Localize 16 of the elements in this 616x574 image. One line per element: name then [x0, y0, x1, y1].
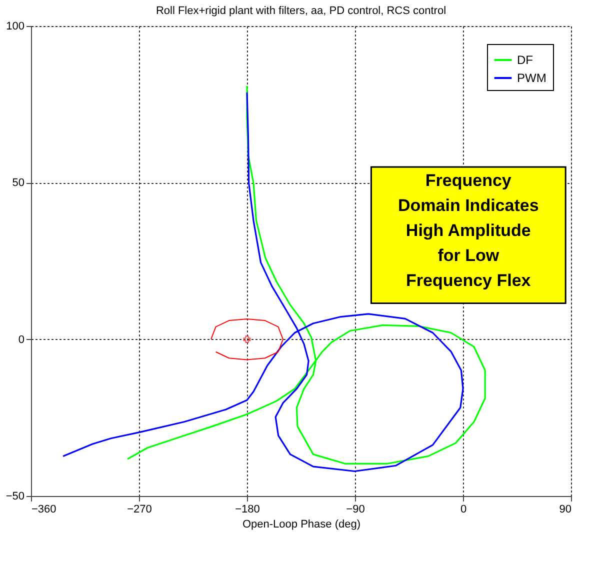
x-tick-label: −360 [32, 504, 56, 516]
y-tick-label: −50 [6, 490, 24, 502]
x-tick-label: −90 [346, 504, 365, 516]
y-tick-label: 100 [6, 20, 24, 32]
x-axis-title: Open-Loop Phase (deg) [242, 518, 361, 530]
x-tick-label: 90 [559, 504, 572, 516]
chart-title: Roll Flex+rigid plant with filters, aa, PD control, RCS control [156, 5, 446, 17]
legend-label: DF [517, 53, 533, 67]
x-tick-label: −270 [127, 504, 152, 516]
line-series [210, 318, 284, 360]
y-tick-label: 0 [18, 334, 24, 346]
legend-label: PWM [517, 71, 546, 85]
x-tick-label: −180 [235, 504, 260, 516]
x-tick-label: 0 [460, 504, 467, 516]
y-tick-label: 50 [12, 177, 24, 190]
annotation: Frequency Domain Indicates High Amplitude for Low Frequency Flex [398, 171, 539, 290]
